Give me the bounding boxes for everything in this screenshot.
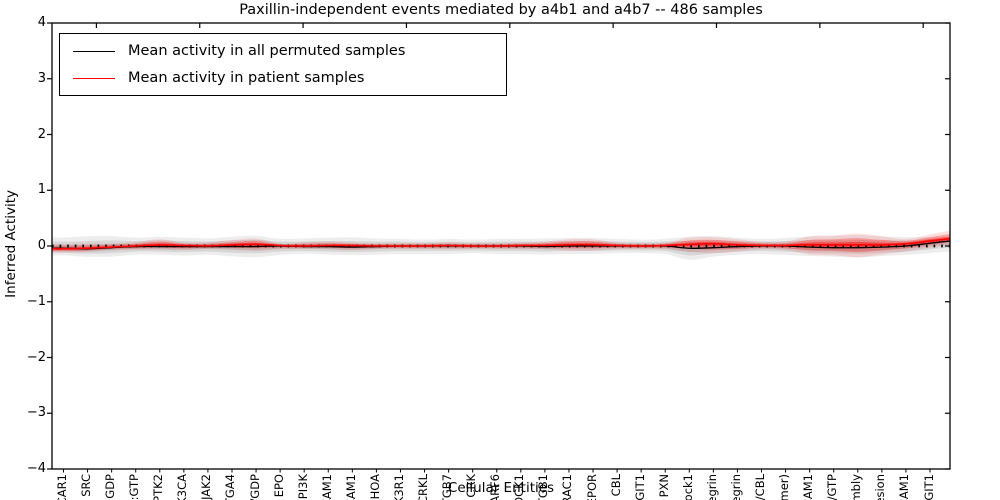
x-tick-label: CRKL [416,474,431,500]
x-tick-label: PI3K [295,474,310,500]
x-tick-label: ITGB1 [536,474,551,500]
x-tick-label: alpha4/beta1 Integrin/Paxillin/GIT1 [922,474,936,500]
x-tick-label: lamellipodium assembly [849,474,863,500]
legend-item-permuted: Mean activity in all permuted samples [73,41,405,61]
legend-line-sample-black [73,50,115,52]
x-tick-label: cell adhesion [873,474,887,500]
x-tick-label: p130Cas/Crk/Dock1 [681,474,695,500]
x-tick-label: DOCK1 [512,474,527,500]
x-tick-label: Rac1/GDP [248,474,262,500]
x-tick-label: PTK2 [151,474,166,500]
x-tick-label: JAK2 [199,474,214,500]
x-tick-label: alpha4/beta7 Integrin [705,474,719,500]
x-tick-label: SRC [79,474,94,497]
x-tick-label: CBL [608,474,623,497]
x-tick-label: Rac1/GTP [825,474,839,500]
x-tick-label: RAC1 [560,474,575,500]
legend-line-sample-red [73,77,115,79]
y-tick-label: −1 [26,293,46,309]
y-tick-label: −2 [26,349,46,365]
x-tick-label: CRKL/CBL [753,474,767,500]
x-tick-label: alpha4/beta1 Integrin/VCAM1 [801,474,815,500]
y-tick-label: −3 [26,405,46,421]
x-tick-label: alpha4/beta1 Integrin [729,474,743,500]
x-tick-label: VCAM1 [343,474,358,500]
x-tick-label: alpha4/beta7 Integrin/MAdCAM1 [897,474,911,500]
x-tick-label: BCAR1 [55,474,69,500]
x-tick-label: CRK [464,474,479,498]
x-tick-label: ARF6 [488,474,503,500]
x-tick-label: PIK3R1 [391,474,406,500]
x-tick-label: mol:GDP [103,474,118,500]
x-tick-label: mol:GTP [127,474,142,500]
y-tick-label: 2 [37,126,46,142]
x-tick-label: PIK3CA [175,474,190,500]
y-tick-label: 3 [37,70,46,86]
x-tick-label: GIT1 [632,474,647,500]
x-tick-label: ITGB7 [440,474,455,500]
y-tick-label: 0 [37,238,46,253]
legend-item-patient: Mean activity in patient samples [73,68,364,88]
x-axis-label: Cellular Entities [447,480,555,496]
x-tick-label: EPOR [584,474,599,500]
legend-label: Mean activity in patient samples [128,70,365,86]
y-tick-label: 1 [37,182,46,198]
x-tick-label: EPO [271,474,286,498]
x-tick-label: PXN [656,474,671,498]
x-tick-label: RHOA [367,474,382,500]
legend: Mean activity in all permuted samples Me… [59,33,507,96]
chart-title: Paxillin-independent events mediated by … [239,2,763,18]
y-tick-label: 4 [37,15,46,30]
y-tick-label: −4 [26,461,46,476]
x-tick-label: ITGA4 [223,474,238,500]
legend-label: Mean activity in all permuted samples [128,43,406,59]
x-tick-label: EPO/EPOR (dimer) [777,474,791,500]
x-tick-label: MADCAM1 [320,474,334,500]
